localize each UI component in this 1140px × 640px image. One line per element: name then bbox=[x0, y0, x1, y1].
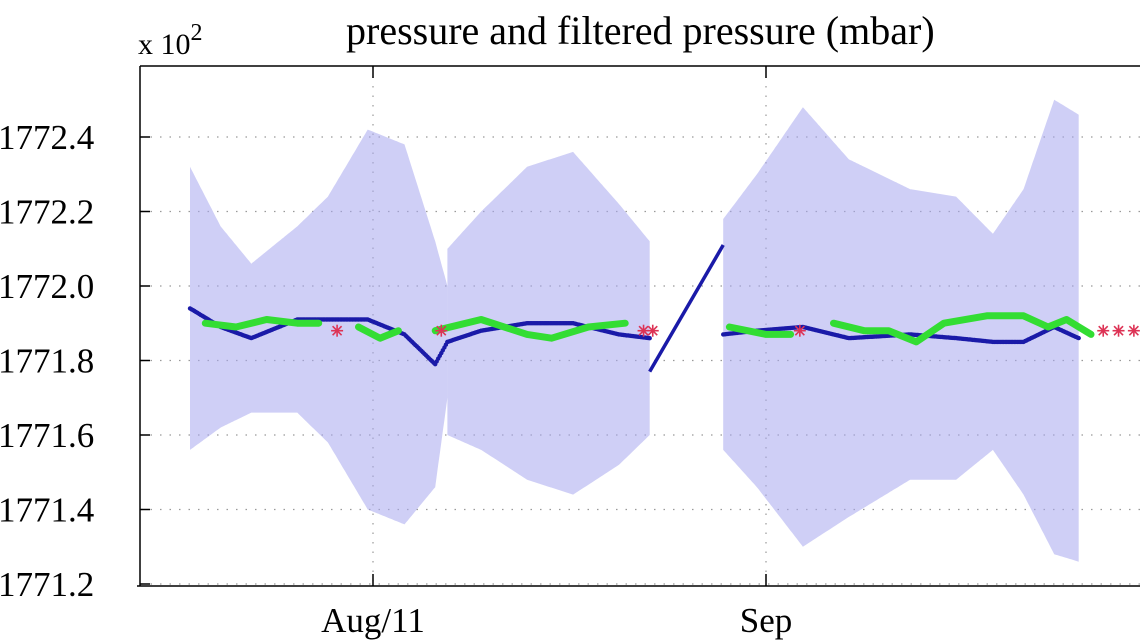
gap-marker-stroke bbox=[638, 325, 649, 336]
y-tick-label: 1772.0 bbox=[0, 267, 94, 306]
chart-title: pressure and filtered pressure (mbar) bbox=[346, 8, 935, 53]
raw-envelope bbox=[190, 129, 448, 525]
x-axis: Aug/11SepO bbox=[321, 66, 793, 640]
axes-frame bbox=[137, 65, 1140, 587]
filtered-series-line bbox=[725, 323, 795, 338]
gap-marker bbox=[1112, 324, 1125, 337]
raw-pressure-band bbox=[190, 99, 1079, 562]
y-tick-label: 1771.2 bbox=[0, 565, 94, 604]
x-tick-label: Aug/11 bbox=[321, 601, 425, 640]
gap-markers bbox=[331, 324, 1140, 337]
gap-marker bbox=[793, 324, 806, 337]
y-tick-label: 1771.6 bbox=[0, 416, 94, 455]
y-tick-label: 1772.2 bbox=[0, 193, 94, 232]
y-multiplier-base: x 10 bbox=[138, 28, 191, 61]
y-tick-label: 1771.8 bbox=[0, 342, 94, 381]
filtered-series-line bbox=[201, 316, 323, 331]
gap-marker bbox=[331, 324, 344, 337]
filtered-series-line bbox=[830, 312, 1095, 346]
raw-data-point bbox=[1076, 335, 1081, 341]
raw-data-point bbox=[647, 336, 652, 341]
gap-connector-line bbox=[648, 244, 725, 373]
filtered-pressure-series bbox=[201, 312, 1095, 346]
gap-marker-stroke bbox=[1128, 325, 1139, 336]
gap-marker-stroke bbox=[1098, 325, 1109, 336]
gap-marker-stroke bbox=[436, 325, 447, 336]
filtered-series-line bbox=[355, 323, 402, 342]
gap-marker bbox=[646, 324, 659, 337]
gap-marker-stroke bbox=[794, 325, 805, 336]
y-axis: 1771.2 1771.4 1771.6 1771.8 1772.0 1772.2 1772… bbox=[0, 118, 150, 604]
gap-marker bbox=[1097, 324, 1110, 337]
raw-envelope bbox=[723, 99, 1079, 562]
gap-marker-stroke bbox=[332, 325, 343, 336]
gap-marker-stroke bbox=[1113, 325, 1124, 336]
y-multiplier-exponent: 2 bbox=[191, 20, 203, 46]
gap-marker bbox=[435, 324, 448, 337]
x-tick-label: Sep bbox=[740, 601, 793, 640]
y-axis-multiplier: x 102 bbox=[138, 20, 203, 61]
gap-marker bbox=[1127, 324, 1140, 337]
y-tick-label: 1771.4 bbox=[0, 491, 94, 530]
gap-marker-stroke bbox=[647, 325, 658, 336]
y-tick-label: 1772.4 bbox=[0, 118, 94, 157]
filtered-series-line bbox=[431, 316, 629, 342]
